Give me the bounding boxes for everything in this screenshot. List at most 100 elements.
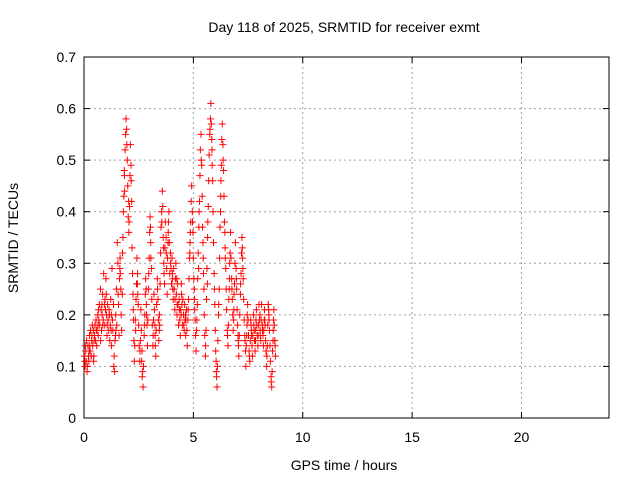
y-tick-label: 0.1 — [57, 358, 77, 374]
data-point — [223, 306, 231, 314]
data-point — [142, 285, 150, 293]
data-point — [215, 311, 223, 319]
data-point — [120, 166, 128, 174]
data-point — [123, 141, 131, 149]
data-point — [269, 337, 277, 345]
data-point — [173, 301, 181, 309]
data-point — [263, 362, 271, 370]
data-point — [94, 306, 102, 314]
data-point — [160, 270, 168, 278]
data-point — [196, 197, 203, 205]
data-point — [168, 280, 175, 288]
data-point — [186, 239, 194, 247]
data-point — [113, 321, 121, 329]
data-point — [154, 285, 161, 293]
data-point — [113, 239, 121, 247]
data-point — [198, 192, 206, 200]
data-point — [103, 321, 111, 329]
data-points — [80, 99, 279, 391]
data-point — [151, 342, 159, 350]
data-point — [213, 373, 221, 381]
data-point — [159, 203, 167, 211]
data-point — [208, 161, 216, 169]
data-point — [236, 290, 244, 298]
data-point — [197, 130, 205, 138]
data-point — [124, 213, 132, 221]
data-point — [117, 311, 125, 319]
data-point — [133, 280, 141, 288]
data-point — [121, 146, 129, 154]
data-point — [153, 275, 161, 283]
data-point — [186, 228, 194, 236]
data-point — [228, 295, 236, 303]
x-tick-label: 0 — [80, 429, 88, 445]
data-point — [123, 156, 131, 164]
data-point — [171, 295, 179, 303]
data-point — [216, 223, 224, 231]
data-point — [147, 239, 155, 247]
data-point — [164, 228, 172, 236]
x-tick-label: 20 — [514, 429, 530, 445]
data-point — [265, 306, 273, 314]
data-point — [147, 254, 155, 262]
y-tick-label: 0.3 — [57, 255, 77, 271]
data-point — [184, 306, 192, 314]
data-point — [122, 115, 130, 123]
data-point — [119, 249, 126, 257]
data-point — [232, 275, 240, 283]
data-point — [256, 311, 264, 319]
data-point — [217, 208, 224, 216]
data-point — [252, 337, 259, 345]
data-point — [271, 352, 279, 360]
x-tick-label: 5 — [189, 429, 197, 445]
data-point — [160, 259, 168, 267]
data-point — [202, 342, 210, 350]
data-point — [107, 326, 115, 334]
data-point — [140, 321, 148, 329]
data-point — [183, 342, 191, 350]
data-point — [126, 203, 133, 211]
data-point — [129, 316, 137, 324]
data-point — [213, 362, 221, 370]
data-point — [152, 352, 160, 360]
data-point — [188, 208, 196, 216]
data-point — [196, 172, 204, 180]
data-point — [268, 368, 276, 376]
data-point — [204, 218, 212, 226]
data-point — [238, 244, 246, 252]
data-point — [262, 347, 270, 355]
y-tick-label: 0.5 — [57, 152, 77, 168]
data-point — [250, 311, 258, 319]
data-point — [209, 208, 217, 216]
data-point — [126, 172, 134, 180]
data-point — [204, 203, 212, 211]
data-point — [97, 337, 105, 345]
data-point — [199, 239, 207, 247]
data-point — [149, 331, 157, 339]
data-point — [256, 331, 264, 339]
data-point — [168, 270, 176, 278]
y-tick-label: 0 — [68, 410, 76, 426]
data-point — [151, 321, 159, 329]
data-point — [158, 208, 166, 216]
data-point — [203, 264, 211, 272]
data-point — [136, 337, 144, 345]
data-point — [222, 264, 230, 272]
y-axis-label: SRMTID / TECUs — [5, 183, 21, 293]
data-point — [167, 259, 175, 267]
data-point — [164, 239, 172, 247]
data-point — [125, 197, 133, 205]
data-point — [125, 218, 133, 226]
data-point — [192, 347, 200, 355]
data-point — [266, 357, 274, 365]
data-point — [204, 234, 212, 241]
data-point — [90, 337, 98, 345]
x-tick-label: 15 — [404, 429, 420, 445]
data-point — [220, 192, 228, 200]
data-point — [239, 264, 247, 272]
data-point — [114, 290, 122, 298]
data-point — [142, 301, 150, 309]
data-point — [122, 130, 130, 138]
